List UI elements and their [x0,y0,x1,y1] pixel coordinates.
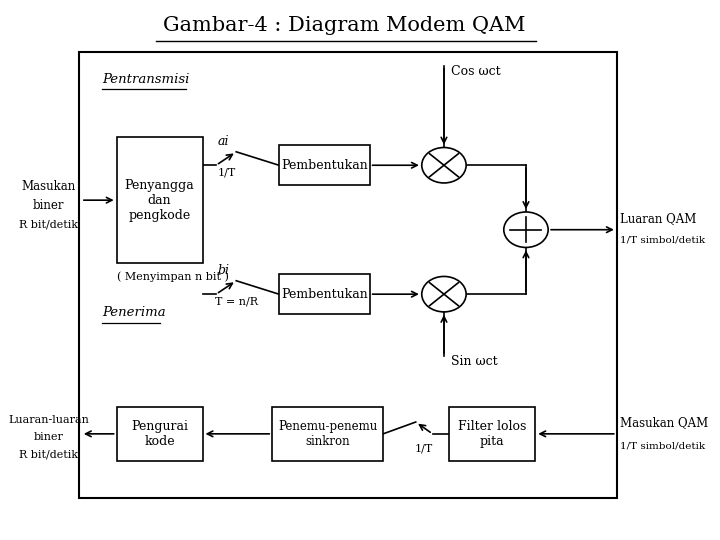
Circle shape [504,212,548,247]
Text: R bit/detik: R bit/detik [19,449,78,459]
Text: R bit/detik: R bit/detik [19,219,78,230]
Text: T = n/R: T = n/R [215,297,258,307]
Text: Masukan: Masukan [22,180,76,193]
Text: Pengurai
kode: Pengurai kode [131,420,188,448]
Text: Penyangga
dan
pengkode: Penyangga dan pengkode [125,179,194,221]
Text: bi: bi [217,264,230,277]
Text: 1/T: 1/T [415,444,433,454]
Text: Luaran QAM: Luaran QAM [620,212,696,226]
Circle shape [422,276,466,312]
Bar [117,407,202,461]
Text: biner: biner [34,431,63,442]
Text: Luaran-luaran: Luaran-luaran [8,415,89,426]
Text: Gambar-4 : Diagram Modem QAM: Gambar-4 : Diagram Modem QAM [163,16,526,35]
Text: Filter lolos
pita: Filter lolos pita [458,420,526,448]
Text: Penerima: Penerima [102,307,166,320]
Bar [279,145,369,185]
Text: Pentransmisi: Pentransmisi [102,73,190,86]
Text: 1/T: 1/T [217,168,235,178]
Bar [272,407,383,461]
Text: Pembentukan: Pembentukan [281,288,368,301]
Text: 1/T simbol/detik: 1/T simbol/detik [620,236,705,245]
Text: biner: biner [33,199,64,212]
Text: 1/T simbol/detik: 1/T simbol/detik [620,441,705,450]
Text: ai: ai [217,135,229,148]
Text: Cos ωct: Cos ωct [451,65,500,78]
Bar [279,274,369,314]
Text: Penemu-penemu
sinkron: Penemu-penemu sinkron [278,420,377,448]
Bar [449,407,536,461]
Text: ( Menyimpan n bit ): ( Menyimpan n bit ) [117,272,228,282]
Text: Sin ωct: Sin ωct [451,355,498,368]
Bar [117,137,202,264]
Bar [79,52,617,498]
Text: Pembentukan: Pembentukan [281,159,368,172]
Text: Masukan QAM: Masukan QAM [620,416,708,430]
Circle shape [422,147,466,183]
